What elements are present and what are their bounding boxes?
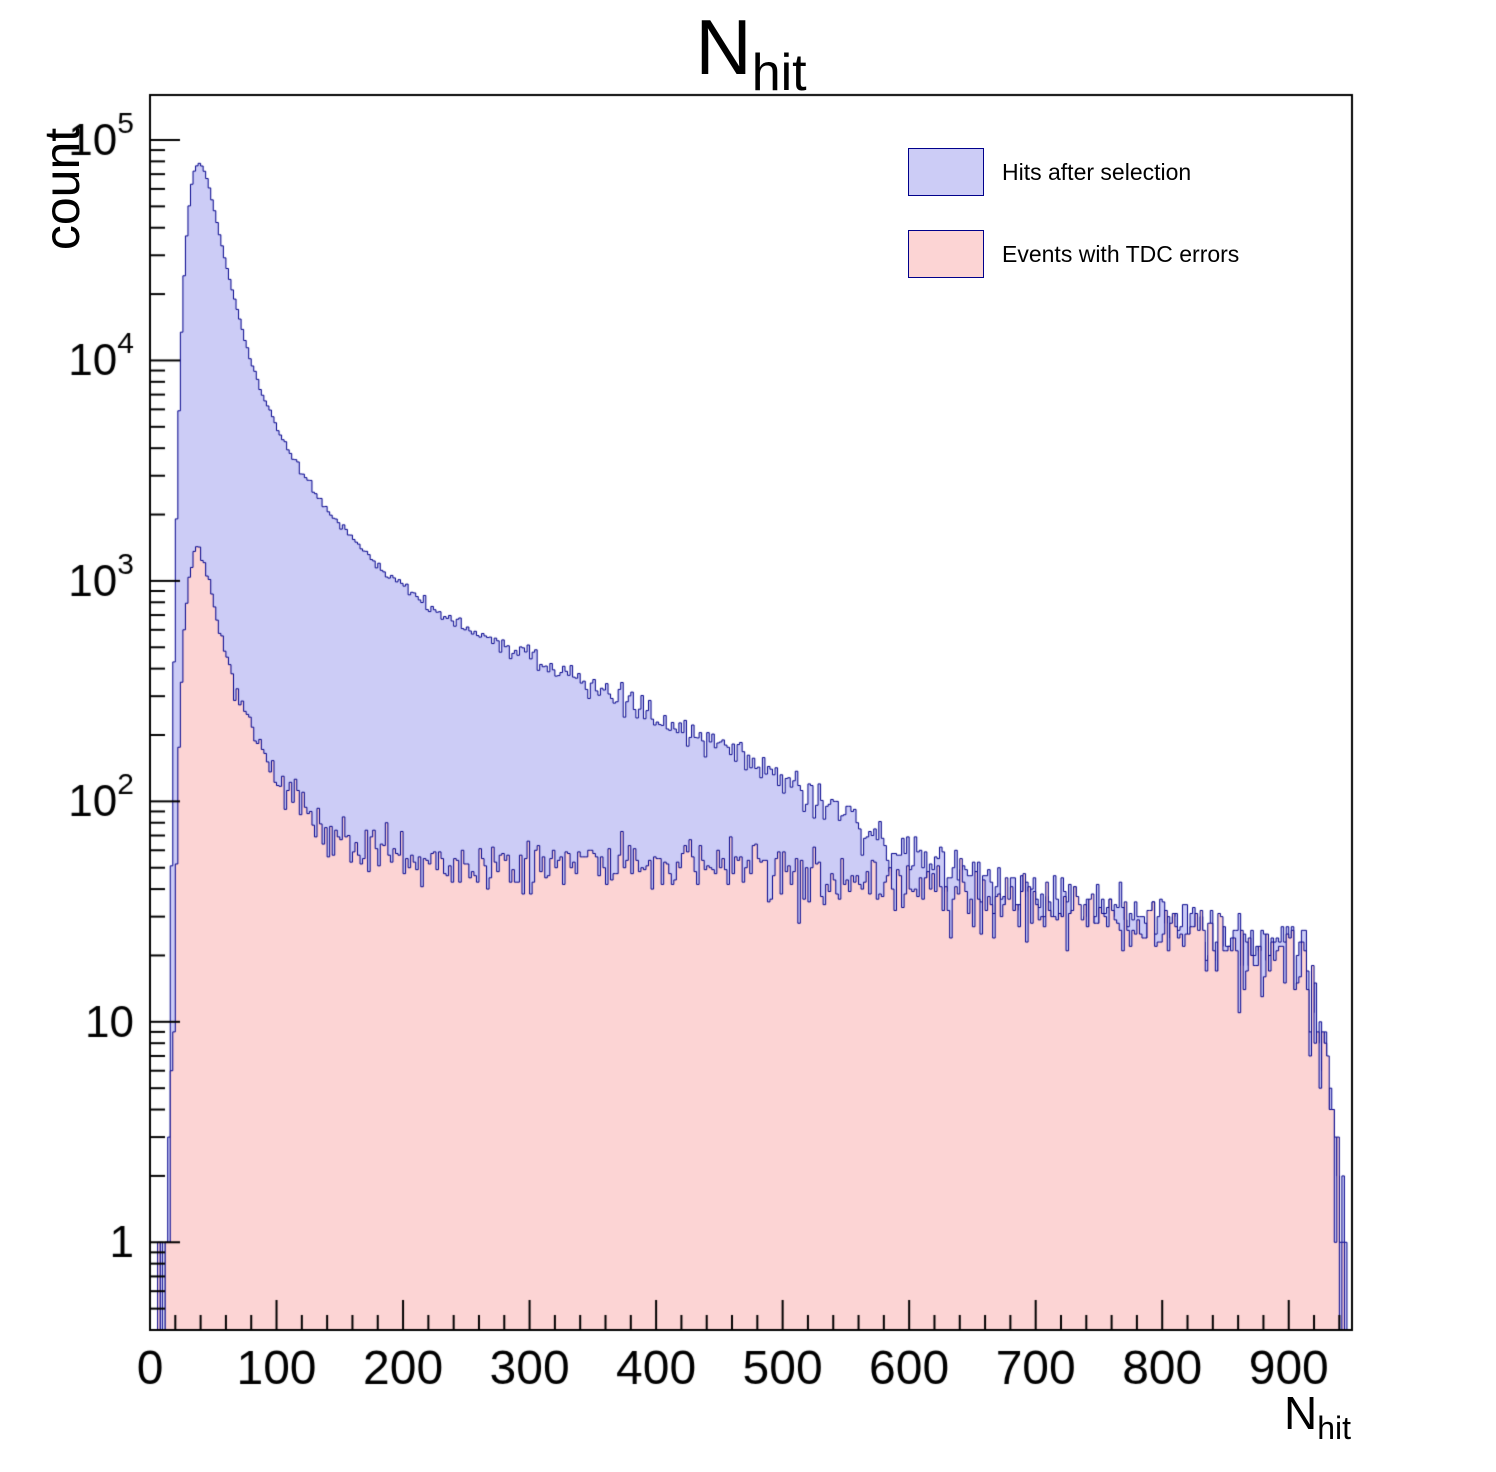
chart-title-main: N [695,3,752,91]
legend: Hits after selection Events with TDC err… [908,148,1308,312]
legend-label: Events with TDC errors [1002,240,1240,267]
legend-label: Hits after selection [1002,158,1192,185]
chart-title-sub: hit [751,44,807,102]
x-axis-label: Nhit [1284,1386,1351,1447]
legend-swatch-pink [908,230,984,278]
x-axis-label-sub: hit [1317,1410,1352,1446]
legend-item-hits-after-selection: Hits after selection [908,148,1308,196]
y-axis-label: count [34,127,90,251]
x-axis-label-main: N [1284,1387,1318,1439]
legend-swatch-blue [908,148,984,196]
chart-title: Nhit [150,2,1352,118]
legend-item-tdc-errors: Events with TDC errors [908,230,1308,278]
